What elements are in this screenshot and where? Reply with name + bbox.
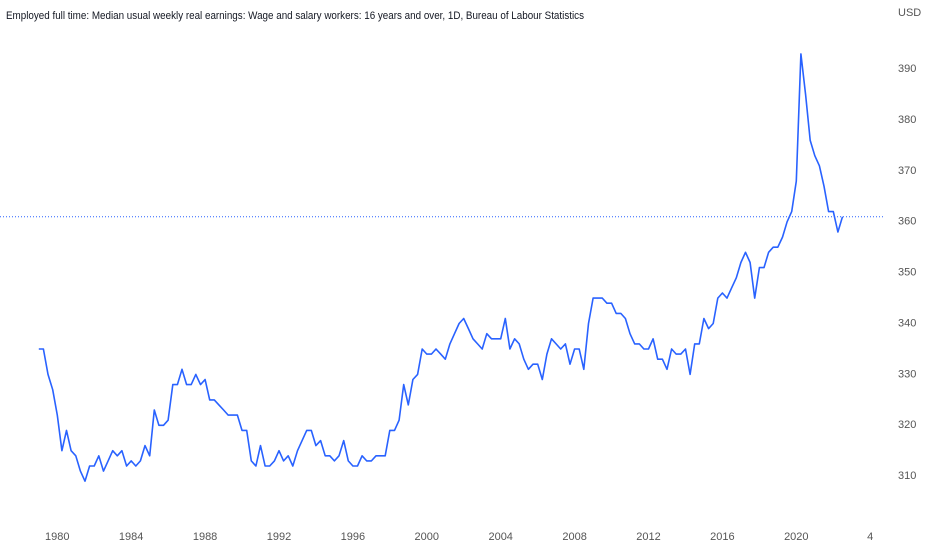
y-tick-label: 380	[898, 114, 916, 126]
data-line	[38, 53, 844, 482]
y-tick-label: 360	[898, 216, 916, 228]
x-tick-label: 1992	[267, 531, 291, 543]
x-tick-label: 4	[867, 531, 873, 543]
y-tick-label: 350	[898, 267, 916, 279]
y-tick-label: 340	[898, 317, 916, 329]
x-tick-label: 2008	[562, 531, 586, 543]
x-tick-label: 2016	[710, 531, 734, 543]
chart-title: Employed full time: Median usual weekly …	[6, 10, 584, 22]
x-tick-label: 1980	[45, 531, 69, 543]
y-axis-label: USD	[898, 7, 921, 19]
y-tick-label: 390	[898, 63, 916, 75]
x-tick-label: 2004	[488, 531, 512, 543]
y-tick-label: 330	[898, 368, 916, 380]
y-tick-label: 320	[898, 419, 916, 431]
x-tick-label: 1988	[193, 531, 217, 543]
y-tick-label: 310	[898, 470, 916, 482]
x-tick-label: 2020	[784, 531, 808, 543]
x-tick-label: 1984	[119, 531, 143, 543]
x-tick-label: 2012	[636, 531, 660, 543]
x-tick-label: 2000	[415, 531, 439, 543]
y-tick-label: 370	[898, 165, 916, 177]
x-tick-label: 1996	[341, 531, 365, 543]
